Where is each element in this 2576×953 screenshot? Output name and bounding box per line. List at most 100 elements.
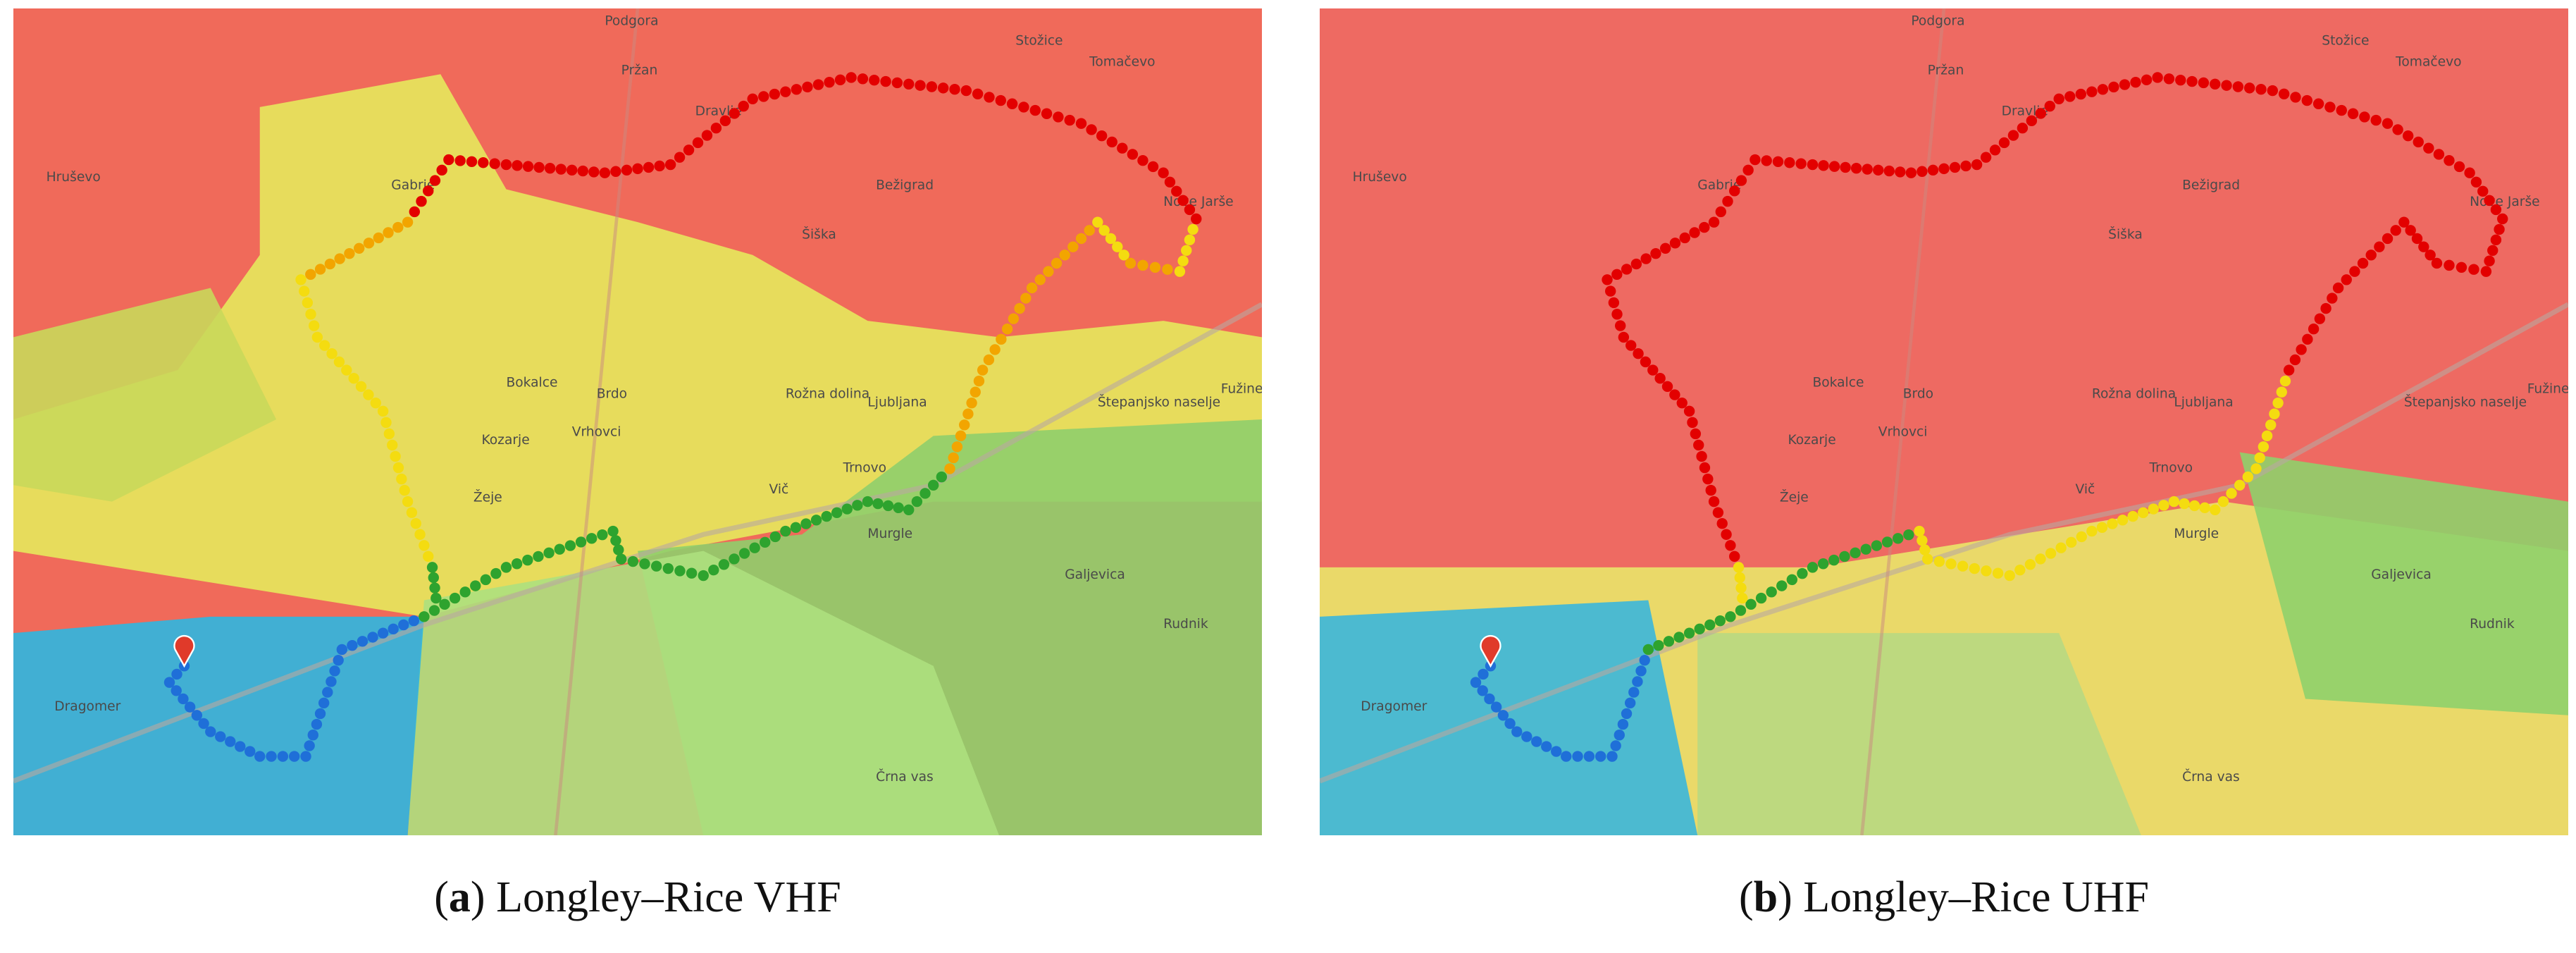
measurement-point bbox=[2035, 553, 2046, 565]
measurement-point bbox=[2242, 471, 2254, 483]
measurement-point bbox=[2283, 364, 2295, 376]
measurement-point bbox=[392, 462, 404, 474]
place-label: Ljubljana bbox=[2174, 395, 2233, 410]
measurement-point bbox=[416, 195, 427, 207]
measurement-point bbox=[780, 525, 791, 537]
measurement-point bbox=[970, 386, 981, 398]
measurement-point bbox=[1014, 302, 1025, 314]
measurement-point bbox=[831, 507, 843, 519]
measurement-point bbox=[1881, 536, 1893, 548]
measurement-point bbox=[639, 558, 650, 570]
measurement-point bbox=[1084, 225, 1095, 236]
measurement-point bbox=[2086, 525, 2098, 537]
measurement-point bbox=[1043, 266, 1054, 277]
measurement-point bbox=[2076, 531, 2087, 543]
measurement-point bbox=[1075, 233, 1087, 245]
measurement-point bbox=[1117, 142, 1128, 154]
measurement-point bbox=[2014, 564, 2026, 576]
measurement-point bbox=[1041, 108, 1053, 119]
measurement-point bbox=[1561, 751, 1572, 762]
measurement-point bbox=[2370, 114, 2382, 126]
measurement-point bbox=[329, 665, 340, 677]
measurement-point bbox=[1105, 233, 1117, 245]
measurement-point bbox=[478, 157, 489, 168]
measurement-point bbox=[995, 94, 1006, 106]
measurement-point bbox=[1628, 687, 1640, 698]
measurement-point bbox=[893, 502, 904, 514]
measurement-point bbox=[302, 297, 314, 309]
measurement-point bbox=[1610, 740, 1621, 751]
measurement-point bbox=[758, 91, 769, 102]
measurement-point bbox=[500, 562, 512, 573]
measurement-point bbox=[367, 632, 378, 643]
measurement-point bbox=[1521, 731, 1532, 742]
measurement-point bbox=[2210, 504, 2221, 515]
measurement-point bbox=[341, 364, 352, 376]
coverage-zone bbox=[2239, 452, 2568, 715]
coverage-zone bbox=[407, 551, 999, 835]
measurement-point bbox=[2296, 344, 2307, 355]
measurement-point bbox=[1029, 104, 1041, 116]
measurement-point bbox=[810, 515, 822, 526]
measurement-point bbox=[388, 623, 399, 635]
measurement-point bbox=[1734, 572, 1745, 584]
measurement-point bbox=[1916, 166, 1928, 177]
measurement-point bbox=[1903, 529, 1914, 541]
measurement-point bbox=[512, 160, 523, 171]
measurement-point bbox=[2413, 136, 2424, 148]
measurement-point bbox=[2152, 72, 2163, 83]
place-label: Bokalce bbox=[506, 375, 557, 390]
place-label: Vič bbox=[769, 482, 789, 497]
measurement-point bbox=[1606, 751, 1618, 762]
measurement-point bbox=[235, 741, 246, 752]
place-label: Hruševo bbox=[1353, 170, 1407, 185]
measurement-point bbox=[2210, 78, 2221, 90]
measurement-point bbox=[2444, 259, 2455, 271]
measurement-point bbox=[2497, 213, 2508, 225]
place-label: Kozarje bbox=[482, 433, 530, 448]
measurement-point bbox=[2494, 223, 2505, 235]
measurement-point bbox=[1618, 331, 1630, 343]
measurement-point bbox=[305, 309, 316, 320]
measurement-point bbox=[1541, 741, 1552, 752]
measurement-point bbox=[1191, 213, 1202, 225]
measurement-point bbox=[1735, 605, 1747, 616]
measurement-point bbox=[1883, 165, 1895, 177]
caption: (b) Longley–Rice UHF bbox=[1320, 873, 2568, 923]
measurement-point bbox=[1640, 253, 1652, 264]
measurement-point bbox=[2480, 266, 2492, 277]
measurement-point bbox=[1608, 297, 1620, 309]
measurement-point bbox=[2158, 500, 2169, 511]
measurement-point bbox=[857, 73, 869, 85]
measurement-point bbox=[363, 238, 375, 249]
place-label: Nove Jarše bbox=[2470, 195, 2540, 209]
road bbox=[13, 302, 1262, 784]
measurement-point bbox=[2418, 241, 2429, 252]
measurement-point bbox=[1075, 118, 1087, 129]
measurement-point bbox=[1839, 551, 1850, 562]
measurement-point bbox=[1001, 324, 1013, 335]
measurement-point bbox=[1933, 555, 1945, 567]
measurement-point bbox=[429, 175, 441, 186]
measurement-point bbox=[1118, 250, 1129, 261]
measurement-point bbox=[1725, 611, 1736, 622]
measurement-point bbox=[846, 72, 857, 83]
measurement-point bbox=[1663, 636, 1675, 647]
measurement-point bbox=[1795, 158, 1807, 169]
measurement-point bbox=[383, 428, 395, 440]
measurement-point bbox=[1669, 238, 1681, 249]
measurement-point bbox=[1840, 161, 1851, 173]
measurement-point bbox=[615, 553, 627, 565]
measurement-point bbox=[1716, 518, 1728, 529]
measurement-point bbox=[1786, 574, 1798, 586]
measurement-point bbox=[336, 644, 348, 656]
place-label: Trnovo bbox=[2148, 461, 2193, 476]
place-label: Štepanjsko naselje bbox=[2404, 393, 2527, 410]
measurement-point bbox=[1018, 102, 1029, 113]
measurement-point bbox=[1147, 161, 1159, 173]
measurement-point bbox=[2444, 155, 2455, 166]
measurement-point bbox=[1617, 718, 1629, 730]
measurement-point bbox=[2357, 257, 2369, 269]
measurement-point bbox=[989, 344, 1001, 355]
measurement-point bbox=[944, 463, 955, 474]
